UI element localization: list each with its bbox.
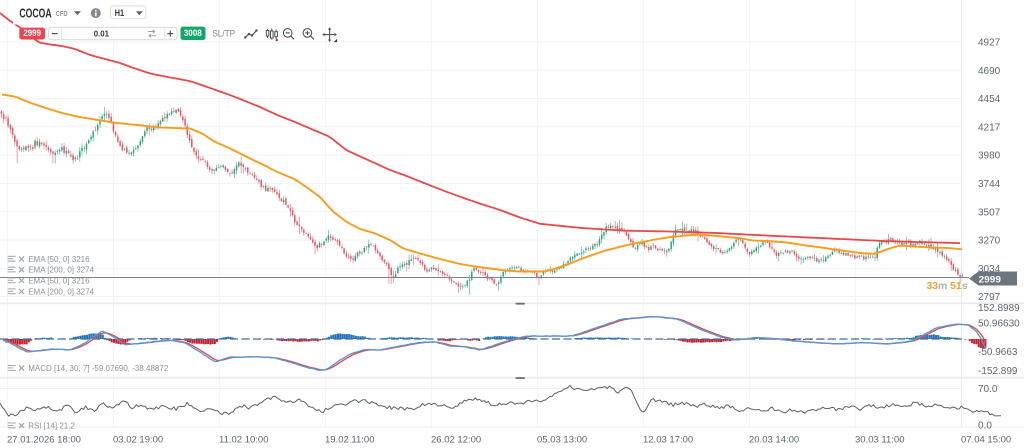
svg-text:30.03 11:00: 30.03 11:00 [855,434,904,445]
svg-text:3980: 3980 [978,151,1001,162]
svg-text:07.04 15:00: 07.04 15:00 [961,434,1011,445]
svg-text:3507: 3507 [978,207,1001,218]
svg-text:03.02 19:00: 03.02 19:00 [113,434,163,445]
svg-text:4217: 4217 [978,122,1001,133]
svg-text:3744: 3744 [978,179,1001,190]
svg-text:4927: 4927 [978,38,1001,49]
svg-text:4690: 4690 [978,66,1001,77]
svg-text:4454: 4454 [978,94,1001,105]
svg-text:EMA [200, 0] 3274: EMA [200, 0] 3274 [28,287,94,296]
svg-text:05.03 13:00: 05.03 13:00 [537,434,587,445]
svg-text:EMA [50, 0] 3216: EMA [50, 0] 3216 [28,276,90,285]
svg-text:2999: 2999 [979,274,1001,285]
svg-text:12.03 17:00: 12.03 17:00 [643,434,693,445]
svg-text:MACD [14, 30, 7] -59.07690, -3: MACD [14, 30, 7] -59.07690, -38.48872 [28,364,169,373]
svg-text:RSI [14] 21.2: RSI [14] 21.2 [28,422,75,431]
svg-text:2797: 2797 [978,292,1001,303]
svg-text:EMA [200, 0] 3274: EMA [200, 0] 3274 [28,266,94,275]
svg-text:H1: H1 [115,8,124,18]
svg-text:27.01.2026 18:00: 27.01.2026 18:00 [7,434,81,445]
svg-text:EMA [50, 0] 3216: EMA [50, 0] 3216 [28,255,90,264]
svg-text:33m 51s: 33m 51s [927,281,968,292]
svg-text:CFD: CFD [56,9,68,18]
svg-text:3270: 3270 [978,236,1001,247]
svg-text:152.8989: 152.8989 [978,303,1020,314]
svg-text:0.0: 0.0 [978,421,992,432]
svg-text:-50.9663: -50.9663 [978,347,1018,358]
svg-text:-152.899: -152.899 [978,366,1018,377]
svg-text:26.02 12:00: 26.02 12:00 [431,434,481,445]
svg-text:11.02 10:00: 11.02 10:00 [219,434,268,445]
svg-text:20.03 14:00: 20.03 14:00 [749,434,799,445]
svg-text:3008: 3008 [184,28,202,38]
svg-text:19.02 11:00: 19.02 11:00 [325,434,374,445]
svg-text:SL/TP: SL/TP [212,29,235,40]
svg-text:0.01: 0.01 [94,28,110,38]
svg-text:3034: 3034 [978,264,1001,275]
svg-text:2999: 2999 [23,28,41,38]
svg-text:COCOA: COCOA [19,7,51,21]
svg-text:70.0: 70.0 [978,384,998,395]
svg-text:50.96630: 50.96630 [978,319,1020,330]
